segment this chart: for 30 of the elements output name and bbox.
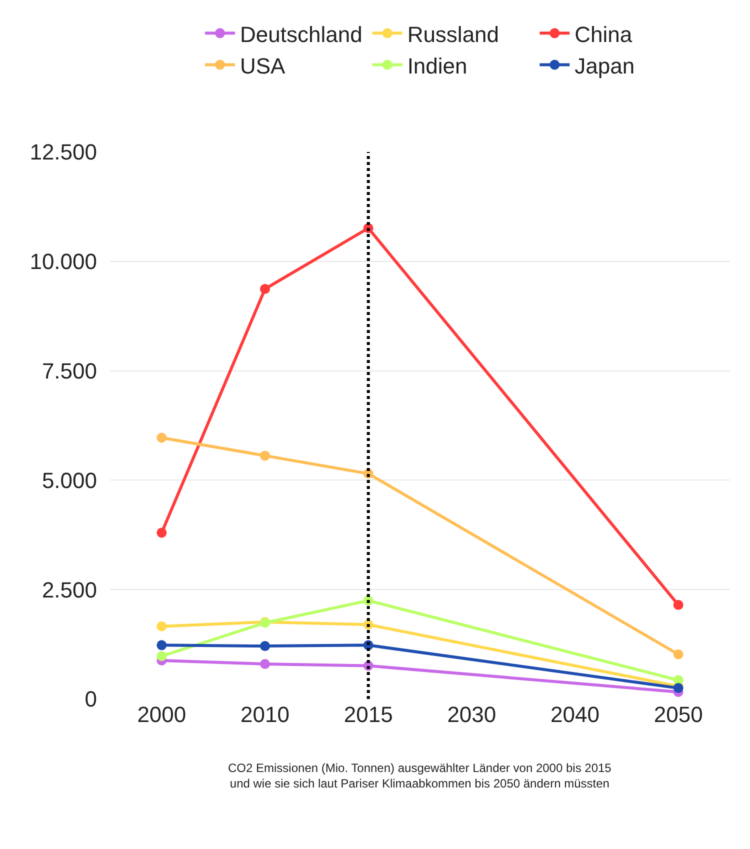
legend-label: Deutschland [240,22,362,47]
x-tick-label: 2015 [344,702,393,727]
y-tick-label: 7.500 [42,358,97,384]
x-tick-label: 2010 [240,702,290,727]
point [156,651,167,662]
point [156,432,167,443]
point [156,621,167,632]
point [260,658,270,669]
legend-label: Indien [407,53,468,78]
legend-label: China [574,22,633,47]
point [260,450,270,461]
x-tick-label: 2030 [447,702,496,727]
y-tick-label: 12.500 [30,140,97,165]
point [260,641,270,652]
legend-label: USA [240,53,286,78]
legend-label: Japan [574,53,635,78]
y-tick-label: 5.000 [42,468,97,493]
x-tick-label: 2050 [654,702,703,727]
y-tick-label: 10.000 [30,249,97,274]
x-tick-label: 2040 [550,702,600,727]
x-tick-label: 2000 [137,702,186,727]
point [260,284,270,294]
point [673,600,684,610]
y-tick-label: 2.500 [42,577,97,602]
legend-label: Russland [407,22,500,47]
point [673,649,684,660]
text: CO2 Emissionen (Mio. Tonnen) ausgewählter Länder von 2000 bis 2015 und wie sie sich laut Pariser Klimaabkommen bis 2050 ändern müssten [228,761,612,791]
point [156,640,167,650]
y-tick-label: 0 [84,686,97,712]
point [156,528,167,538]
